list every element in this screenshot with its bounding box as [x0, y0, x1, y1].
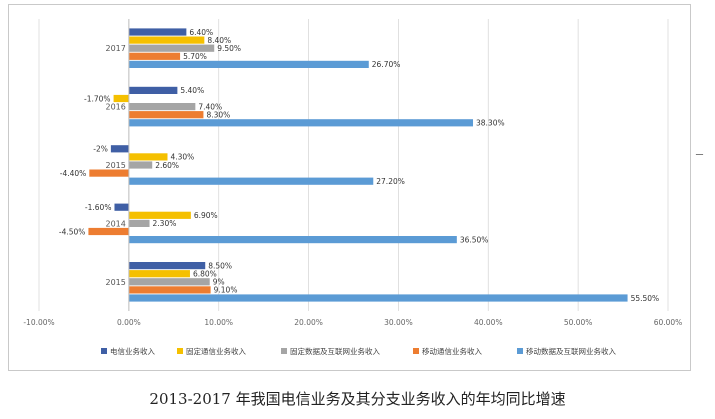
bar [110, 145, 129, 153]
bar [128, 161, 153, 169]
data-label: -4.40% [60, 169, 87, 178]
legend-label: 电信业务收入 [110, 346, 155, 356]
data-label: 27.20% [376, 177, 405, 186]
data-label: 8.40% [207, 36, 231, 45]
data-label: 9.50% [217, 44, 241, 53]
data-label: -1.60% [85, 203, 112, 212]
bar [128, 119, 474, 127]
data-label: 4.30% [170, 153, 194, 162]
data-label: 36.50% [460, 235, 489, 244]
bar [128, 153, 168, 161]
legend-swatch [413, 348, 419, 354]
bar [128, 270, 190, 278]
bar [128, 60, 369, 68]
bar [128, 236, 457, 244]
bar [88, 227, 129, 236]
bar [128, 111, 204, 119]
category-label: 2015 [105, 278, 125, 287]
bar [128, 44, 215, 52]
data-label: 6.90% [194, 211, 218, 220]
bar [89, 169, 129, 177]
x-tick-label: -10.00% [23, 318, 54, 327]
corner-mark: ー [695, 151, 705, 161]
category-label: 2014 [105, 219, 125, 228]
data-label: 55.50% [631, 294, 660, 303]
bar [128, 262, 206, 270]
data-label: -2% [93, 145, 108, 154]
data-label: 9.10% [214, 286, 238, 295]
legend-swatch [101, 348, 107, 354]
bar [128, 103, 196, 111]
bar [128, 211, 191, 219]
data-label: 9% [213, 278, 225, 287]
bar [128, 286, 211, 294]
data-label: -4.50% [59, 227, 86, 236]
data-label: 6.80% [193, 270, 217, 279]
bar [128, 278, 210, 286]
x-tick-label: 30.00% [384, 318, 413, 327]
data-label: -1.70% [84, 94, 111, 103]
bar [128, 219, 150, 227]
legend-swatch [517, 348, 523, 354]
legend-label: 移动通信业务收入 [422, 346, 482, 356]
bar [128, 52, 181, 60]
data-label: 2.60% [155, 161, 179, 170]
x-tick-label: 50.00% [564, 318, 593, 327]
bar [128, 86, 178, 94]
category-label: 2017 [105, 44, 125, 53]
x-tick-label: 0.00% [117, 318, 141, 327]
chart-frame: -10.00% 0.00% 10.00% 20.00% 30.00% 40.00% 50.0… [8, 4, 691, 371]
bar [128, 36, 205, 44]
data-label: 2.30% [153, 219, 177, 228]
bar-chart: -10.00% 0.00% 10.00% 20.00% 30.00% 40.00% 50.0… [23, 19, 683, 356]
data-label: 26.70% [372, 60, 401, 69]
legend-swatch [281, 348, 287, 354]
x-tick-label: 10.00% [204, 318, 233, 327]
bar [113, 94, 129, 103]
data-label: 5.70% [183, 52, 207, 61]
chart-caption: 2013-2017 年我国电信业务及其分支业务收入的年均同比增速 [149, 390, 566, 408]
bar [128, 28, 187, 36]
data-label: 6.40% [189, 28, 213, 37]
bar [128, 294, 628, 302]
legend-label: 移动数据及互联网业务收入 [526, 346, 616, 356]
x-tick-label: 60.00% [654, 318, 683, 327]
data-label: 8.50% [208, 261, 232, 270]
data-label: 38.30% [476, 119, 505, 128]
data-label: 5.40% [180, 86, 204, 95]
legend-swatch [177, 348, 183, 354]
category-label: 2015 [105, 161, 125, 170]
legend-label: 固定通信业务收入 [186, 346, 246, 356]
category-label: 2016 [105, 103, 125, 112]
bar [114, 203, 129, 211]
x-tick-label: 40.00% [474, 318, 503, 327]
data-label: 7.40% [198, 102, 222, 111]
x-tick-label: 20.00% [294, 318, 323, 327]
legend-label: 固定数据及互联网业务收入 [290, 346, 380, 356]
bar [128, 177, 374, 185]
data-label: 8.30% [206, 111, 230, 120]
